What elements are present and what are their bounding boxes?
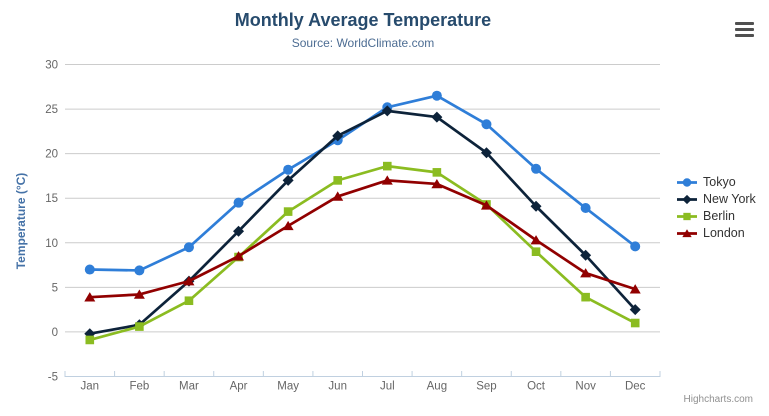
- legend-label: Berlin: [703, 209, 735, 223]
- data-point-berlin-5[interactable]: [333, 176, 343, 185]
- data-point-berlin-0[interactable]: [85, 335, 95, 345]
- data-point-berlin-7[interactable]: [432, 168, 442, 177]
- data-point-tokyo-0[interactable]: [84, 264, 95, 275]
- x-axis-label: Aug: [427, 381, 447, 393]
- legend-symbol-london: [682, 229, 692, 238]
- x-axis-label: Dec: [625, 381, 646, 393]
- legend-marker-london: [677, 229, 697, 238]
- credits-link[interactable]: Highcharts.com: [683, 394, 753, 405]
- hamburger-bar: [735, 22, 754, 26]
- series-line-berlin: [88, 164, 637, 342]
- data-point-berlin-10[interactable]: [581, 292, 590, 302]
- data-point-new-york-3[interactable]: [233, 225, 245, 237]
- x-axis-label: Jun: [328, 381, 347, 393]
- data-point-new-york-5[interactable]: [332, 130, 344, 142]
- y-axis-tick-label: 5: [52, 282, 58, 294]
- legend-item-london[interactable]: London: [676, 227, 756, 240]
- series-new-york: [84, 105, 641, 340]
- data-point-tokyo-2[interactable]: [183, 242, 194, 253]
- data-point-new-york-10[interactable]: [580, 249, 592, 261]
- chart-title: Monthly Average Temperature: [234, 10, 492, 30]
- series-london: [84, 175, 641, 302]
- legend: Tokyo New York Berlin London: [676, 176, 756, 240]
- data-point-new-york-4[interactable]: [282, 174, 294, 186]
- data-point-tokyo-3[interactable]: [233, 197, 244, 208]
- y-axis-tick-label: 15: [45, 193, 58, 205]
- data-point-new-york-6[interactable]: [381, 105, 393, 117]
- legend-item-tokyo[interactable]: Tokyo: [676, 176, 756, 189]
- data-point-berlin-1[interactable]: [135, 322, 144, 331]
- x-axis-label: May: [277, 381, 299, 393]
- data-point-new-york-11[interactable]: [629, 304, 641, 316]
- chart-subtitle: Source: WorldClimate.com: [291, 36, 435, 50]
- legend-marker-new-york: [677, 194, 697, 205]
- hamburger-bar: [735, 27, 754, 32]
- y-axis-tick-label: 0: [52, 327, 58, 339]
- data-point-berlin-9[interactable]: [531, 247, 541, 256]
- data-point-london-5[interactable]: [332, 191, 344, 201]
- y-axis-tick-label: 20: [45, 149, 58, 161]
- series-line-london: [88, 179, 637, 299]
- series-line-new-york: [88, 109, 637, 336]
- hamburger-bar: [735, 33, 754, 38]
- data-point-berlin-11[interactable]: [630, 318, 640, 328]
- data-point-tokyo-8[interactable]: [481, 119, 492, 130]
- series-tokyo: [84, 90, 641, 276]
- legend-label: London: [703, 226, 745, 240]
- data-point-london-0[interactable]: [84, 292, 96, 302]
- legend-label: Tokyo: [703, 175, 736, 189]
- data-point-london-11[interactable]: [629, 284, 641, 294]
- y-axis-tick-label: -5: [48, 372, 58, 384]
- data-point-london-8[interactable]: [480, 200, 492, 210]
- legend-marker-tokyo: [677, 178, 697, 187]
- data-point-berlin-4[interactable]: [283, 207, 293, 216]
- data-point-tokyo-9[interactable]: [531, 163, 542, 174]
- x-axis-label: Sep: [476, 381, 496, 393]
- y-axis-tick-label: 10: [45, 238, 58, 250]
- data-point-london-9[interactable]: [530, 235, 542, 245]
- legend-symbol-new-york: [682, 194, 692, 205]
- x-axis-label: Oct: [527, 381, 546, 393]
- data-point-london-10[interactable]: [580, 268, 592, 278]
- x-axis-label: Feb: [129, 381, 149, 393]
- data-point-tokyo-1[interactable]: [134, 265, 145, 276]
- legend-label: New York: [703, 192, 756, 206]
- data-point-tokyo-7[interactable]: [431, 90, 442, 101]
- data-point-tokyo-10[interactable]: [580, 203, 591, 214]
- x-axis-label: Jan: [81, 381, 100, 393]
- data-point-london-4[interactable]: [282, 220, 294, 231]
- data-point-london-7[interactable]: [431, 178, 443, 189]
- data-point-new-york-9[interactable]: [530, 200, 542, 212]
- legend-item-berlin[interactable]: Berlin: [676, 210, 756, 223]
- legend-item-new-york[interactable]: New York: [676, 193, 756, 206]
- data-point-london-6[interactable]: [381, 175, 393, 185]
- y-axis-tick-label: 30: [45, 60, 58, 72]
- data-point-berlin-2[interactable]: [184, 296, 194, 306]
- x-axis-label: Jul: [380, 381, 395, 393]
- data-point-new-york-7[interactable]: [431, 111, 443, 123]
- legend-symbol-berlin: [683, 212, 691, 221]
- data-point-london-3[interactable]: [233, 251, 245, 261]
- data-point-tokyo-4[interactable]: [283, 164, 294, 175]
- hamburger-icon[interactable]: [735, 22, 754, 38]
- data-point-tokyo-11[interactable]: [630, 241, 641, 252]
- x-axis-label: Mar: [179, 381, 199, 393]
- y-axis-tick-label: 25: [45, 104, 58, 116]
- legend-marker-berlin: [677, 212, 697, 221]
- data-point-london-1[interactable]: [133, 289, 145, 299]
- x-axis-label: Nov: [575, 381, 596, 393]
- x-axis-label: Apr: [230, 381, 248, 393]
- legend-symbol-tokyo: [682, 178, 692, 187]
- data-point-berlin-6[interactable]: [382, 161, 392, 171]
- data-point-new-york-8[interactable]: [480, 147, 492, 159]
- data-point-london-2[interactable]: [183, 276, 195, 286]
